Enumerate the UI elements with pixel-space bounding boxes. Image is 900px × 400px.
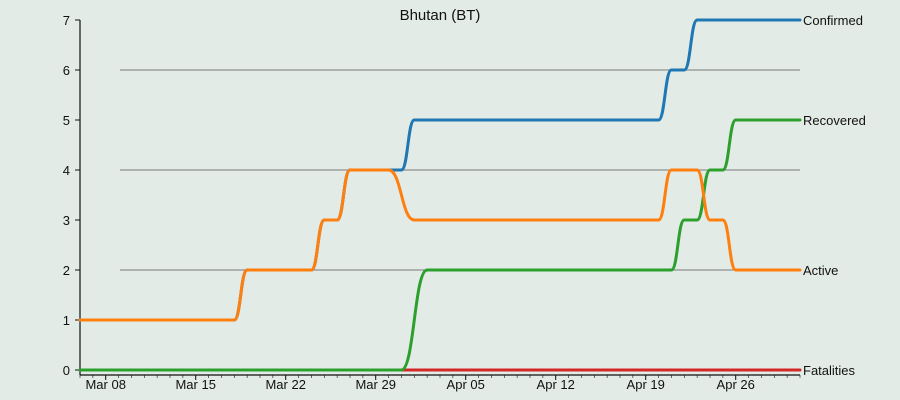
series-lines xyxy=(78,18,802,372)
series-label-fatalities: Fatalities xyxy=(803,363,856,378)
series-labels: Confirmed Recovered Active Fatalities xyxy=(803,13,866,378)
series-label-confirmed: Confirmed xyxy=(803,13,863,28)
y-tick-label: 5 xyxy=(63,113,70,128)
series-label-active: Active xyxy=(803,263,838,278)
y-tick-label: 6 xyxy=(63,63,70,78)
x-tick-label: Mar 08 xyxy=(85,377,125,392)
y-tick-label: 0 xyxy=(63,363,70,378)
series-line-active xyxy=(78,168,802,322)
x-tick-label: Apr 12 xyxy=(537,377,575,392)
x-tick-label: Apr 05 xyxy=(447,377,485,392)
series-line-recovered xyxy=(78,118,802,372)
y-tick-label: 3 xyxy=(63,213,70,228)
x-ticks: Mar 08 Mar 15 Mar 22 Mar 29 Apr 05 Apr 12 Apr … xyxy=(79,375,801,392)
y-ticks: 0 1 2 3 4 5 6 7 xyxy=(63,13,80,378)
series-label-recovered: Recovered xyxy=(803,113,866,128)
y-tick-label: 2 xyxy=(63,263,70,278)
y-tick-label: 1 xyxy=(63,313,70,328)
x-tick-label: Mar 22 xyxy=(265,377,305,392)
x-tick-label: Mar 15 xyxy=(175,377,215,392)
x-tick-label: Apr 26 xyxy=(717,377,755,392)
x-tick-label: Mar 29 xyxy=(355,377,395,392)
chart-title: Bhutan (BT) xyxy=(400,7,481,24)
axes xyxy=(79,20,800,376)
y-tick-label: 4 xyxy=(63,163,70,178)
y-tick-label: 7 xyxy=(63,13,70,28)
x-tick-label: Apr 19 xyxy=(627,377,665,392)
